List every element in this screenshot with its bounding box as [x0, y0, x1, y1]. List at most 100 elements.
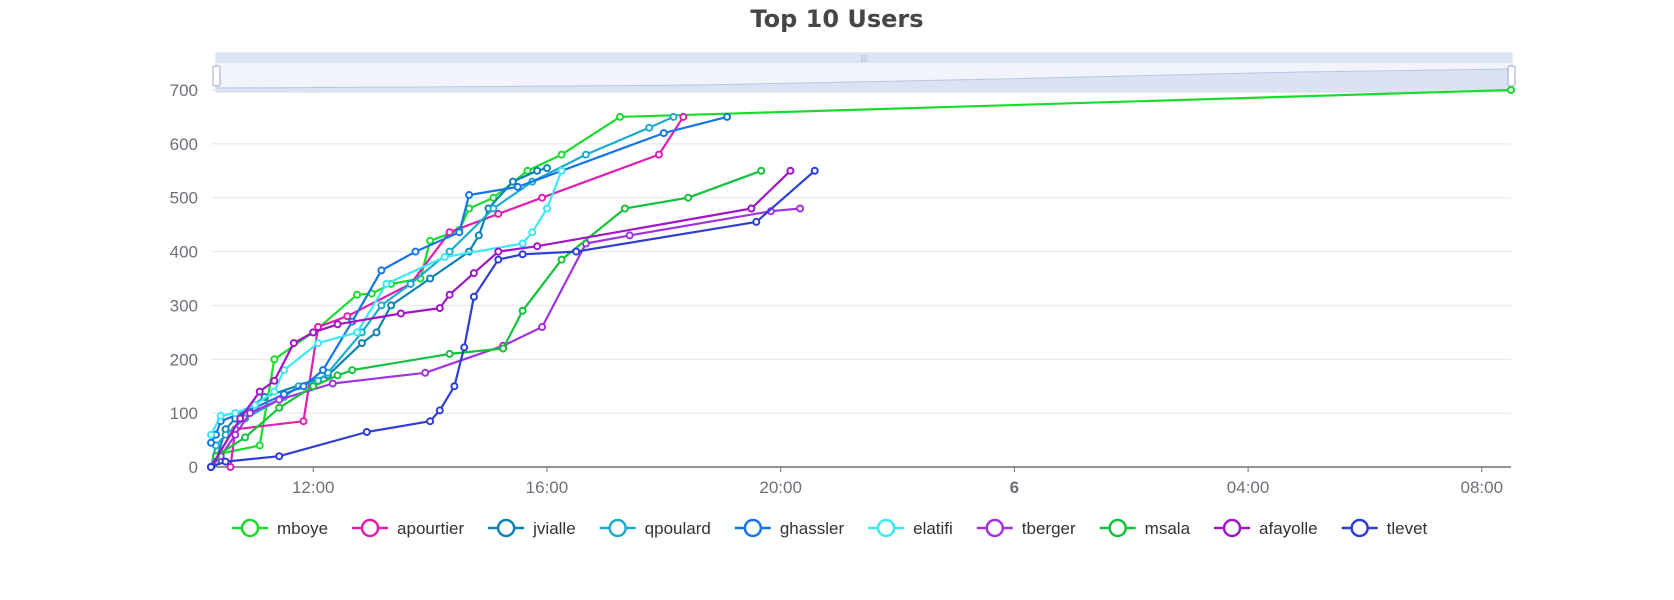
- data-point[interactable]: [538, 193, 547, 202]
- data-point[interactable]: [299, 382, 308, 391]
- legend-item-apourtier[interactable]: apourtier: [352, 518, 464, 538]
- data-point[interactable]: [207, 438, 215, 447]
- data-point[interactable]: [659, 129, 668, 138]
- data-point[interactable]: [645, 123, 654, 132]
- data-point[interactable]: [270, 376, 279, 385]
- data-point[interactable]: [231, 430, 240, 439]
- legend-item-msala[interactable]: msala: [1099, 518, 1191, 538]
- data-point[interactable]: [314, 339, 323, 348]
- data-point[interactable]: [654, 150, 663, 159]
- data-point[interactable]: [435, 406, 444, 415]
- data-point[interactable]: [450, 382, 459, 391]
- data-point[interactable]: [494, 255, 503, 264]
- data-point[interactable]: [250, 401, 259, 410]
- data-point[interactable]: [343, 312, 352, 321]
- data-point[interactable]: [372, 328, 381, 337]
- data-point[interactable]: [426, 274, 435, 283]
- data-point[interactable]: [445, 349, 454, 358]
- data-point[interactable]: [810, 166, 819, 175]
- data-point[interactable]: [543, 204, 551, 213]
- legend-item-tlevet[interactable]: tlevet: [1341, 518, 1428, 538]
- data-point[interactable]: [494, 209, 503, 218]
- data-point[interactable]: [319, 366, 327, 375]
- slider-left-handle[interactable]: [212, 65, 221, 87]
- data-point[interactable]: [786, 166, 795, 175]
- data-point[interactable]: [353, 328, 362, 337]
- data-point[interactable]: [620, 204, 629, 213]
- data-point[interactable]: [333, 320, 342, 329]
- data-point[interactable]: [557, 150, 566, 159]
- data-point[interactable]: [275, 395, 284, 404]
- data-point[interactable]: [207, 463, 215, 471]
- data-zoom-slider[interactable]: |||: [212, 52, 1516, 93]
- data-point[interactable]: [216, 411, 225, 420]
- legend-item-tberger[interactable]: tberger: [976, 518, 1076, 538]
- data-point[interactable]: [625, 231, 634, 240]
- slider-grip-icon[interactable]: |||: [861, 54, 867, 63]
- data-point[interactable]: [669, 112, 678, 121]
- data-point[interactable]: [396, 309, 405, 318]
- data-point[interactable]: [221, 430, 230, 439]
- data-point[interactable]: [523, 166, 532, 175]
- data-point[interactable]: [557, 166, 566, 175]
- data-point[interactable]: [255, 441, 264, 450]
- data-point[interactable]: [270, 355, 279, 364]
- data-point[interactable]: [236, 414, 245, 423]
- data-point[interactable]: [489, 204, 498, 213]
- data-point[interactable]: [333, 371, 342, 380]
- data-point[interactable]: [533, 166, 542, 175]
- data-point[interactable]: [207, 430, 215, 439]
- data-point[interactable]: [445, 247, 454, 256]
- data-point[interactable]: [382, 279, 391, 288]
- data-point[interactable]: [499, 344, 508, 353]
- data-point[interactable]: [679, 112, 688, 121]
- data-point[interactable]: [616, 112, 624, 121]
- data-point[interactable]: [513, 182, 522, 191]
- data-point[interactable]: [543, 164, 551, 173]
- data-point[interactable]: [221, 457, 230, 466]
- data-point[interactable]: [348, 366, 357, 375]
- data-point[interactable]: [353, 290, 362, 299]
- data-point[interactable]: [426, 417, 435, 426]
- data-point[interactable]: [226, 463, 235, 471]
- data-point[interactable]: [752, 217, 761, 226]
- data-point[interactable]: [299, 417, 308, 426]
- data-point[interactable]: [469, 292, 478, 301]
- data-point[interactable]: [489, 193, 498, 202]
- data-point[interactable]: [275, 403, 284, 412]
- data-point[interactable]: [357, 339, 366, 348]
- data-point[interactable]: [241, 433, 250, 442]
- data-point[interactable]: [518, 306, 527, 315]
- legend-item-mboye[interactable]: mboye: [232, 518, 328, 538]
- data-point[interactable]: [494, 247, 503, 256]
- data-point[interactable]: [460, 343, 469, 352]
- data-point[interactable]: [231, 409, 240, 418]
- data-point[interactable]: [411, 247, 420, 256]
- data-point[interactable]: [445, 290, 454, 299]
- data-point[interactable]: [275, 452, 284, 461]
- data-point[interactable]: [538, 323, 547, 331]
- data-point[interactable]: [572, 247, 581, 256]
- data-point[interactable]: [270, 387, 279, 396]
- data-point[interactable]: [465, 191, 474, 199]
- data-point[interactable]: [280, 390, 288, 399]
- data-point[interactable]: [426, 236, 435, 245]
- data-point[interactable]: [518, 239, 527, 248]
- legend-item-qpoulard[interactable]: qpoulard: [599, 518, 711, 538]
- data-point[interactable]: [557, 255, 566, 264]
- data-point[interactable]: [328, 379, 337, 388]
- data-point[interactable]: [684, 193, 693, 202]
- data-point[interactable]: [469, 269, 478, 278]
- data-point[interactable]: [757, 166, 766, 175]
- data-point[interactable]: [406, 279, 415, 288]
- data-point[interactable]: [518, 250, 527, 259]
- slider-right-handle[interactable]: [1507, 65, 1516, 87]
- data-point[interactable]: [255, 387, 264, 396]
- data-point[interactable]: [508, 177, 517, 186]
- data-point[interactable]: [421, 368, 430, 377]
- data-point[interactable]: [474, 231, 483, 240]
- data-point[interactable]: [435, 304, 444, 313]
- data-point[interactable]: [377, 266, 386, 275]
- data-point[interactable]: [377, 301, 386, 310]
- data-point[interactable]: [362, 428, 371, 436]
